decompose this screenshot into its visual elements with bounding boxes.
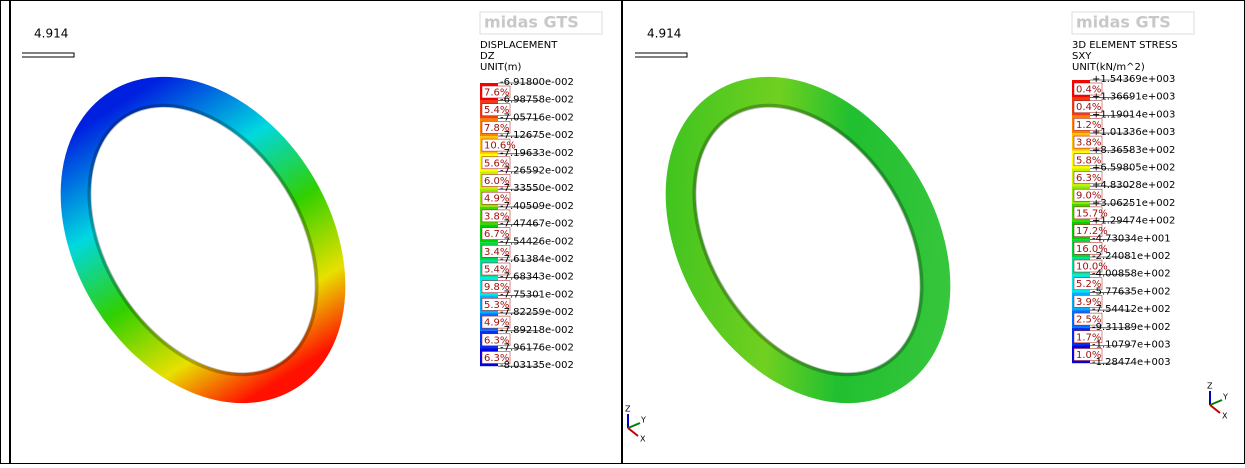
axis-x [628, 428, 638, 436]
legend-value: -7.54412e+002 [1092, 304, 1171, 315]
legend-value: -7.47467e-002 [500, 219, 574, 230]
axis-label: X [640, 435, 646, 444]
scale-bar [22, 53, 74, 57]
scale-label: 4.914 [647, 27, 681, 41]
legend-value: -7.75301e-002 [500, 289, 574, 300]
logo: midas GTS [1076, 13, 1171, 32]
legend-title: SXY [1072, 51, 1092, 62]
axis-label: X [1222, 412, 1228, 421]
legend-value: -7.05716e-002 [500, 112, 574, 123]
legend-value: -9.31189e+002 [1092, 322, 1171, 333]
legend-value: -1.28474e+003 [1092, 357, 1171, 368]
legend-value: -2.24081e+002 [1092, 251, 1171, 262]
legend-value: -8.03135e-002 [500, 360, 574, 371]
axis-label: Y [640, 416, 646, 425]
scale-label: 4.914 [34, 27, 68, 41]
legend-value: -7.40509e-002 [500, 201, 574, 212]
legend-title: 3D ELEMENT STRESS [1072, 40, 1178, 51]
legend-value: +1.19014e+003 [1092, 109, 1175, 120]
legend-title: DISPLACEMENT [480, 40, 558, 51]
axis-x [1210, 405, 1220, 413]
legend-value: -7.68343e-002 [500, 272, 574, 283]
legend-title: DZ [480, 51, 495, 62]
legend-value: -7.82259e-002 [500, 307, 574, 318]
axis-label: Z [1207, 382, 1213, 391]
legend-value: +3.06251e+002 [1092, 198, 1175, 209]
axis-y [628, 423, 640, 428]
legend-value: -6.98758e-002 [500, 95, 574, 106]
legend-value: +6.59805e+002 [1092, 163, 1175, 174]
legend-value: -7.26592e-002 [500, 166, 574, 177]
axis-label: Y [1222, 393, 1228, 402]
logo: midas GTS [484, 13, 579, 32]
legend-value: +8.36583e+002 [1092, 145, 1175, 156]
legend-value: +1.36691e+003 [1092, 92, 1175, 103]
legend-title: UNIT(m) [480, 62, 522, 73]
legend-value: -5.77635e+002 [1092, 286, 1171, 297]
legend-value: -4.73034e+001 [1092, 233, 1171, 244]
legend-value: +1.54369e+003 [1092, 74, 1175, 85]
legend-value: -7.61384e-002 [500, 254, 574, 265]
axis-label: Z [625, 405, 631, 414]
legend-value: -7.96176e-002 [500, 343, 574, 354]
ring-model [23, 45, 383, 435]
legend-value: -7.12675e-002 [500, 130, 574, 141]
legend-value: +4.83028e+002 [1092, 180, 1175, 191]
axis-y [1210, 400, 1222, 405]
screenshot: 4.914midas GTSDISPLACEMENTDZUNIT(m)7.6%5… [0, 0, 1245, 464]
legend-value: -4.00858e+002 [1092, 269, 1171, 280]
legend-value: -6.91800e-002 [500, 77, 574, 88]
legend-value: +1.29474e+002 [1092, 216, 1175, 227]
scale-bar [635, 53, 687, 57]
ring-model [628, 45, 988, 435]
legend-value: -7.54426e-002 [500, 236, 574, 247]
legend-value: -7.89218e-002 [500, 325, 574, 336]
legend-value: -7.33550e-002 [500, 183, 574, 194]
legend-value: -1.10797e+003 [1092, 340, 1171, 351]
legend-title: UNIT(kN/m^2) [1072, 62, 1145, 73]
legend-value: -7.19633e-002 [500, 148, 574, 159]
legend-value: +1.01336e+003 [1092, 127, 1175, 138]
